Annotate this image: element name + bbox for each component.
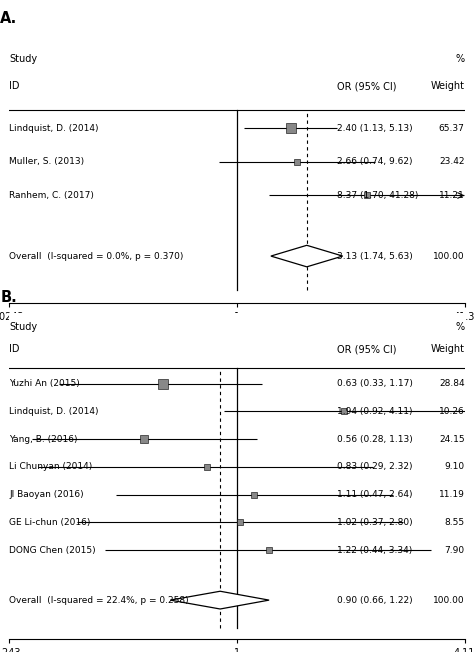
Text: Study: Study xyxy=(9,54,37,64)
Text: 11.19: 11.19 xyxy=(438,490,465,499)
Text: Lindquist, D. (2014): Lindquist, D. (2014) xyxy=(9,407,99,416)
Text: 100.00: 100.00 xyxy=(433,252,465,261)
Text: 2.40 (1.13, 5.13): 2.40 (1.13, 5.13) xyxy=(337,124,413,133)
Text: 23.42: 23.42 xyxy=(439,157,465,166)
Text: 10.26: 10.26 xyxy=(439,407,465,416)
Text: Weight: Weight xyxy=(430,344,465,354)
Text: %: % xyxy=(456,322,465,332)
Polygon shape xyxy=(271,245,343,267)
Text: A.: A. xyxy=(0,11,18,26)
Text: Overall  (I-squared = 22.4%, p = 0.258): Overall (I-squared = 22.4%, p = 0.258) xyxy=(9,596,189,604)
Text: Li Chunyan (2014): Li Chunyan (2014) xyxy=(9,462,93,471)
Text: Yang, B. (2016): Yang, B. (2016) xyxy=(9,435,78,444)
Text: ID: ID xyxy=(9,81,20,91)
Text: ID: ID xyxy=(9,344,20,354)
Text: 1.94 (0.92, 4.11): 1.94 (0.92, 4.11) xyxy=(337,407,412,416)
Text: 65.37: 65.37 xyxy=(438,124,465,133)
Text: 0.63 (0.33, 1.17): 0.63 (0.33, 1.17) xyxy=(337,379,413,388)
Text: DONG Chen (2015): DONG Chen (2015) xyxy=(9,546,96,555)
Text: 7.90: 7.90 xyxy=(445,546,465,555)
Text: Ranhem, C. (2017): Ranhem, C. (2017) xyxy=(9,191,94,200)
Polygon shape xyxy=(170,591,269,609)
Text: OR (95% CI): OR (95% CI) xyxy=(337,81,397,91)
Text: JI Baoyan (2016): JI Baoyan (2016) xyxy=(9,490,84,499)
Text: 0.56 (0.28, 1.13): 0.56 (0.28, 1.13) xyxy=(337,435,413,444)
Text: 2.66 (0.74, 9.62): 2.66 (0.74, 9.62) xyxy=(337,157,412,166)
Text: Weight: Weight xyxy=(430,81,465,91)
Text: 28.84: 28.84 xyxy=(439,379,465,388)
Text: 0.90 (0.66, 1.22): 0.90 (0.66, 1.22) xyxy=(337,596,413,604)
Text: 11.21: 11.21 xyxy=(439,191,465,200)
Text: 8.37 (1.70, 41.28): 8.37 (1.70, 41.28) xyxy=(337,191,419,200)
Text: %: % xyxy=(456,54,465,64)
Text: Lindquist, D. (2014): Lindquist, D. (2014) xyxy=(9,124,99,133)
Text: OR (95% CI): OR (95% CI) xyxy=(337,344,397,354)
Text: 100.00: 100.00 xyxy=(433,596,465,604)
Text: GE Li-chun (2016): GE Li-chun (2016) xyxy=(9,518,91,527)
Text: 1.11 (0.47, 2.64): 1.11 (0.47, 2.64) xyxy=(337,490,412,499)
Text: B.: B. xyxy=(0,290,17,305)
Text: 9.10: 9.10 xyxy=(445,462,465,471)
Text: Overall  (I-squared = 0.0%, p = 0.370): Overall (I-squared = 0.0%, p = 0.370) xyxy=(9,252,184,261)
Text: 0.83 (0.29, 2.32): 0.83 (0.29, 2.32) xyxy=(337,462,412,471)
Text: Yuzhi An (2015): Yuzhi An (2015) xyxy=(9,379,80,388)
Text: Muller, S. (2013): Muller, S. (2013) xyxy=(9,157,84,166)
Text: 24.15: 24.15 xyxy=(439,435,465,444)
Text: 1.02 (0.37, 2.80): 1.02 (0.37, 2.80) xyxy=(337,518,413,527)
Text: 1.22 (0.44, 3.34): 1.22 (0.44, 3.34) xyxy=(337,546,412,555)
Text: Study: Study xyxy=(9,322,37,332)
Text: 3.13 (1.74, 5.63): 3.13 (1.74, 5.63) xyxy=(337,252,413,261)
Text: 8.55: 8.55 xyxy=(445,518,465,527)
